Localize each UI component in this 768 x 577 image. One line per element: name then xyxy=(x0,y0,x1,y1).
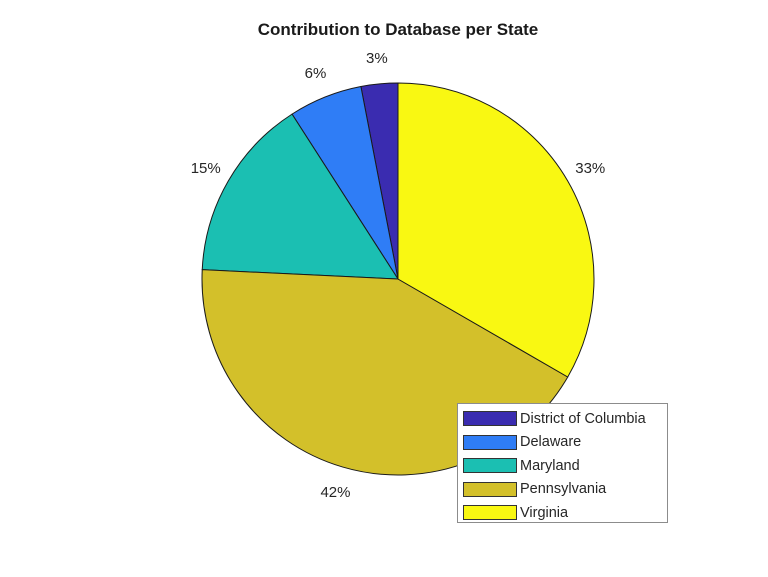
legend-item-pennsylvania: Pennsylvania xyxy=(463,478,667,502)
legend-item-delaware: Delaware xyxy=(463,431,667,455)
legend-label: Virginia xyxy=(520,504,569,521)
pie-slices xyxy=(201,82,595,476)
legend-item-maryland: Maryland xyxy=(463,454,667,478)
percent-label: 6% xyxy=(305,65,327,82)
pie-slice-maryland xyxy=(201,113,399,280)
legend-swatch xyxy=(463,458,517,474)
legend-label: Pennsylvania xyxy=(520,481,607,498)
legend-label: District of Columbia xyxy=(520,410,646,427)
percent-labels: 3% 6% 15% 42% 33% xyxy=(191,50,606,501)
chart-title: Contribution to Database per State xyxy=(258,20,539,39)
legend: District of Columbia Delaware Maryland P… xyxy=(457,403,668,523)
percent-label: 42% xyxy=(320,484,350,501)
percent-label: 15% xyxy=(191,160,221,177)
legend-item-district-of-columbia: District of Columbia xyxy=(463,407,667,431)
percent-label: 3% xyxy=(366,50,388,67)
pie-slice-virginia xyxy=(397,82,595,378)
legend-swatch xyxy=(463,434,517,450)
percent-label: 33% xyxy=(575,160,605,177)
legend-label: Maryland xyxy=(520,457,580,474)
legend-swatch xyxy=(463,481,517,497)
legend-swatch xyxy=(463,411,517,427)
legend-swatch xyxy=(463,505,517,521)
legend-label: Delaware xyxy=(520,434,582,451)
legend-item-virginia: Virginia xyxy=(463,501,667,525)
